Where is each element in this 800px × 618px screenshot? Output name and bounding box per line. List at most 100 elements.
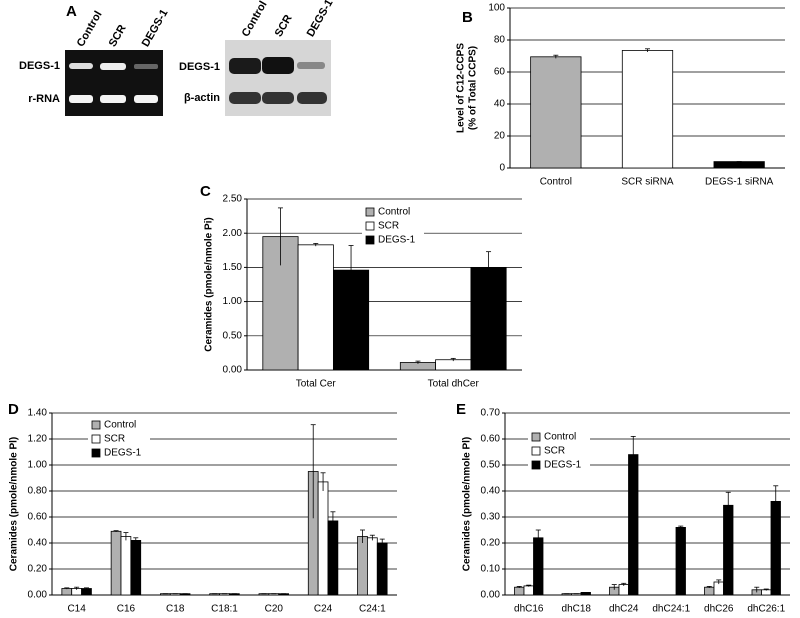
panel-label: B: [462, 9, 473, 26]
bar: [621, 50, 674, 169]
y-tick-label: 0.20: [28, 564, 48, 575]
bar: [130, 540, 142, 596]
legend-label: DEGS-1: [378, 235, 416, 246]
legend-swatch: [531, 460, 541, 470]
blot-band: [229, 92, 261, 104]
legend-label: DEGS-1: [104, 448, 142, 459]
y-axis-title: Ceramides (pmole/nmole Pl): [9, 437, 20, 571]
y-tick-label: 0.40: [481, 486, 501, 497]
gel-lane-label: DEGS-1: [140, 7, 171, 48]
legend-swatch: [531, 446, 541, 456]
bar: [523, 585, 534, 596]
legend-swatch: [91, 448, 101, 458]
y-tick-label: 40: [494, 99, 506, 110]
y-tick-label: 0.40: [28, 538, 48, 549]
y-tick-label: 0.70: [481, 408, 501, 419]
blot-band: [297, 92, 327, 104]
y-tick-label: 0.00: [481, 590, 501, 601]
panel-label: C: [200, 183, 211, 200]
x-tick-label: Total dhCer: [428, 379, 480, 390]
legend-label: Control: [378, 207, 410, 218]
y-tick-label: 20: [494, 131, 506, 142]
blot-lane-label: Control: [240, 0, 270, 39]
legend-swatch: [365, 207, 375, 217]
x-tick-label: dhC26: [704, 604, 734, 615]
y-tick-label: 1.00: [223, 296, 243, 307]
legend-label: SCR: [104, 434, 125, 445]
y-tick-label: 100: [488, 3, 505, 14]
y-tick-label: 0.80: [28, 486, 48, 497]
y-tick-label: 0.60: [28, 512, 48, 523]
bar: [618, 584, 629, 596]
legend-label: SCR: [544, 446, 565, 457]
legend-label: DEGS-1: [544, 460, 582, 471]
gel-band: [134, 95, 158, 103]
gel-band: [69, 95, 93, 103]
x-tick-label: C18:1: [211, 604, 238, 615]
gel-row-label: DEGS-1: [19, 60, 60, 72]
y-tick-label: 1.00: [28, 460, 48, 471]
blot-band: [229, 58, 261, 74]
y-tick-label: 2.00: [223, 228, 243, 239]
y-axis-title: Level of C12-CCPS: [456, 43, 467, 133]
gel-lane-label: SCR: [107, 23, 129, 49]
gel-row-label: r-RNA: [28, 93, 60, 105]
x-tick-label: dhC24: [609, 604, 639, 615]
x-tick-label: C24:1: [359, 604, 386, 615]
blot-row-label: β-actin: [184, 92, 220, 104]
bar: [713, 161, 765, 169]
gel-band: [69, 63, 93, 69]
bar: [533, 537, 544, 596]
panel-label: A: [66, 3, 77, 20]
y-axis-title: (% of Total CCPS): [468, 46, 479, 130]
x-tick-label: dhC16: [514, 604, 544, 615]
x-tick-label: Total Cer: [296, 379, 337, 390]
y-tick-label: 0.20: [481, 538, 501, 549]
x-tick-label: dhC24:1: [652, 604, 690, 615]
panel-label: E: [456, 401, 466, 418]
y-tick-label: 0.10: [481, 564, 501, 575]
gel-lane-label: Control: [75, 9, 105, 49]
bar: [317, 481, 329, 596]
x-tick-label: C16: [117, 604, 136, 615]
y-tick-label: 1.50: [223, 262, 243, 273]
y-tick-label: 0.00: [223, 365, 243, 376]
bar: [470, 266, 507, 371]
bar: [704, 586, 715, 596]
gel-band: [100, 95, 126, 103]
x-tick-label: dhC26:1: [747, 604, 785, 615]
x-tick-label: C24: [314, 604, 333, 615]
panel-label: D: [8, 401, 19, 418]
x-tick-label: C18: [166, 604, 185, 615]
bar: [110, 530, 122, 596]
y-tick-label: 0.50: [481, 460, 501, 471]
bar: [723, 504, 734, 596]
blot-band: [262, 57, 294, 74]
blot-image: [225, 40, 331, 116]
bar: [675, 527, 686, 596]
y-axis-title: Ceramides (pmole/nmole Pi): [204, 217, 215, 351]
bar: [327, 520, 339, 596]
blot-lane-label: SCR: [273, 13, 295, 39]
x-tick-label: SCR siRNA: [621, 177, 674, 188]
y-tick-label: 0: [499, 163, 505, 174]
y-tick-label: 1.20: [28, 434, 48, 445]
gel-band: [134, 64, 158, 69]
bar: [514, 586, 525, 596]
x-tick-label: DEGS-1 siRNA: [705, 177, 774, 188]
blot-band: [262, 92, 294, 104]
legend-swatch: [91, 434, 101, 444]
legend-label: Control: [544, 432, 576, 443]
legend-swatch: [365, 221, 375, 231]
gel-band: [100, 63, 126, 70]
bar: [61, 588, 73, 596]
bar: [435, 359, 472, 371]
gel-image: [65, 50, 163, 116]
blot-row-label: DEGS-1: [179, 61, 220, 73]
x-tick-label: Control: [540, 177, 572, 188]
legend-swatch: [91, 420, 101, 430]
x-tick-label: C20: [265, 604, 284, 615]
blot-lane-label: DEGS-1: [305, 0, 336, 39]
y-tick-label: 0.30: [481, 512, 501, 523]
